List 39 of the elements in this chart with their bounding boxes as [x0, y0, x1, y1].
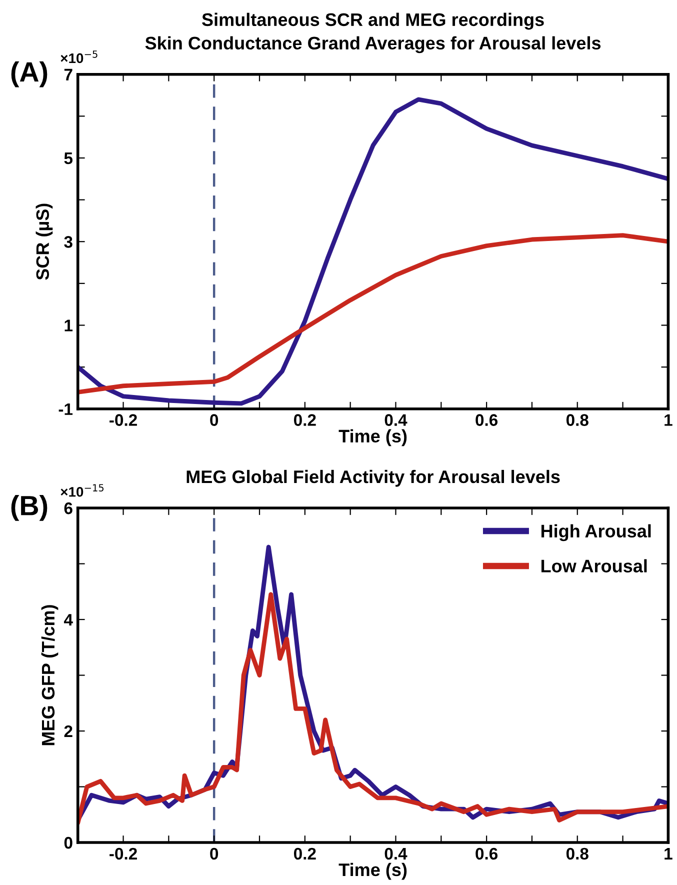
x-tick-label: 0.2 [294, 414, 316, 426]
y-tick-label: 5 [64, 152, 73, 164]
y-tick-label: -1 [58, 403, 73, 415]
text: ×10$^{−15}$ [60, 484, 104, 497]
x-tick-label: 0.4 [384, 848, 408, 860]
y-axis-title: MEG GFP (T/cm) [41, 605, 58, 746]
y-tick-label: 3 [64, 236, 72, 248]
x-tick-label: 0.2 [294, 848, 316, 860]
x-tick-label: 0 [210, 848, 218, 860]
x-tick-label: 0.8 [566, 414, 588, 426]
text: (A) [11, 61, 48, 88]
x-axis-title: Time (s) [338, 862, 407, 880]
x-tick-label: 0.6 [476, 414, 498, 426]
line-series [78, 97, 668, 406]
x-tick-label: 0 [210, 414, 218, 426]
y-tick-label: 1 [64, 320, 73, 332]
line-series [78, 233, 668, 394]
chart-subtitle: Skin Conductance Grand Averages for Arousal levels [145, 36, 601, 54]
y-tick-label: 6 [64, 502, 72, 514]
text: ×10$^{−5}$ [60, 50, 98, 64]
x-tick-label: 0.6 [476, 848, 498, 860]
x-tick-label: -0.2 [110, 848, 137, 860]
x-tick-label: 1 [664, 414, 672, 426]
y-tick-label: 2 [64, 725, 72, 738]
x-tick-label: -0.2 [110, 414, 137, 426]
legend-label: Low Arousal [541, 559, 647, 572]
x-axis-title: Time (s) [338, 429, 407, 446]
y-tick-label: 4 [64, 614, 73, 626]
y-axis-title: SCR (µS) [36, 204, 53, 280]
chart-title: MEG Global Field Activity for Arousal levels [186, 470, 560, 487]
line-series [78, 592, 668, 826]
text: (B) [11, 495, 48, 521]
x-tick-label: 0.8 [566, 848, 588, 860]
y-tick-label: 0 [64, 836, 72, 849]
y-tick-label: 7 [64, 68, 72, 80]
legend-label: High Arousal [541, 524, 651, 542]
x-tick-label: 1 [664, 848, 672, 860]
chart-title: Simultaneous SCR and MEG recordings [202, 12, 544, 30]
x-tick-label: 0.4 [384, 414, 408, 426]
